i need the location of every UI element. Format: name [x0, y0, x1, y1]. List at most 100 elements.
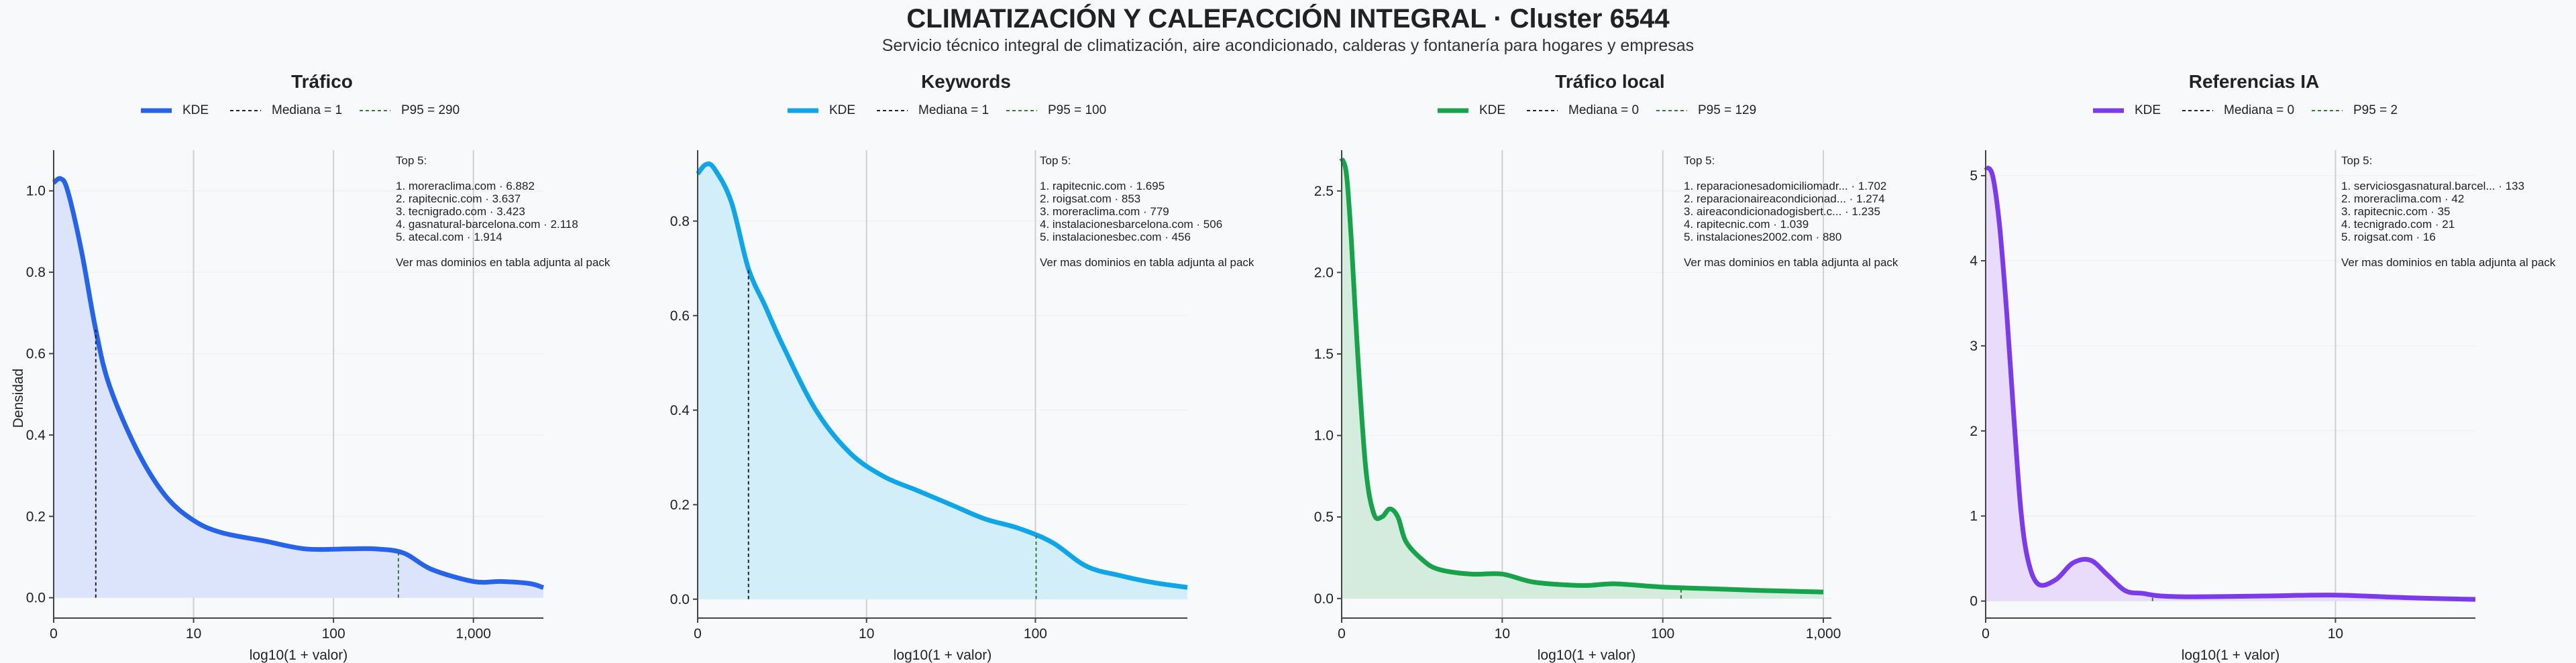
figure-subtitle: Servicio técnico integral de climatizaci… — [881, 36, 1695, 55]
x-tick-label: 10 — [1495, 626, 1510, 642]
annotation-line: Ver mas dominios en tabla adjunta al pac… — [1040, 256, 1254, 269]
x-tick-label: 1,000 — [455, 626, 491, 642]
y-tick-label: 1.5 — [1314, 347, 1334, 362]
chart-title: Referencias IA — [2188, 71, 2320, 92]
kde-line — [52, 176, 545, 590]
y-tick-label: 0.2 — [670, 497, 690, 513]
annotation-line: 4. instalacionesbarcelona.com · 506 — [1040, 218, 1222, 231]
y-tick-label: 0.4 — [26, 428, 46, 443]
annotation-line: 4. rapitecnic.com · 1.039 — [1684, 218, 1809, 231]
annotation-line: 3. moreraclima.com · 779 — [1040, 205, 1169, 218]
annotation-line: Ver mas dominios en tabla adjunta al pac… — [1684, 256, 1898, 269]
y-tick-label: 0.8 — [26, 265, 46, 280]
legend-item-kde: KDE — [2093, 103, 2161, 117]
annotation-line: 4. tecnigrado.com · 21 — [2341, 218, 2455, 231]
y-tick-label: 0.0 — [1314, 591, 1334, 607]
x-tick-label: 10 — [186, 626, 201, 642]
legend-item-kde: KDE — [1438, 103, 1506, 117]
x-tick-label: 0 — [1338, 626, 1346, 642]
density-chart: 0.0 0.5 1.0 1.5 2.0 2.5 0 10 100 1,000 log10(1 + v… — [1314, 150, 1898, 663]
annotation-line: 5. atecal.com · 1.914 — [396, 231, 502, 243]
kde-line — [1339, 157, 1824, 595]
density-chart: 0.0 0.2 0.4 0.6 0.8 0 10 100 log10(1 + valor) Top… — [670, 150, 1254, 663]
annotation-line: 5. instalacionesbec.com · 456 — [1040, 231, 1191, 243]
y-tick-label: 5 — [1970, 168, 1978, 184]
annotation-heading: Top 5: — [2341, 154, 2372, 167]
x-tick-label: 10 — [859, 626, 874, 642]
legend-item-kde: KDE — [788, 103, 856, 117]
annotation-line: 3. aireacondicionadogisbert.c... · 1.235 — [1684, 205, 1880, 218]
kde-line — [696, 161, 1188, 590]
annotation-line: 5. roigsat.com · 16 — [2341, 231, 2436, 243]
y-tick-label: 4 — [1970, 253, 1978, 269]
annotation-heading: Top 5: — [1684, 154, 1715, 167]
chart-legend: KDE Mediana = 1 P95 = 290 — [0, 101, 644, 121]
annotation-line: 3. rapitecnic.com · 35 — [2341, 205, 2451, 218]
annotation-line: Ver mas dominios en tabla adjunta al pac… — [396, 256, 610, 269]
figure-title: CLIMATIZACIÓN Y CALEFACCIÓN INTEGRAL · C… — [906, 4, 1670, 34]
annotation-line: 5. instalaciones2002.com · 880 — [1684, 231, 1841, 243]
x-axis-label: log10(1 + valor) — [1538, 648, 1636, 663]
y-tick-label: 0.5 — [1314, 509, 1334, 525]
annotation-line: 4. gasnatural-barcelona.com · 2.118 — [396, 218, 578, 231]
y-tick-label: 2.0 — [1314, 265, 1334, 280]
annotation-line: 3. tecnigrado.com · 3.423 — [396, 205, 525, 218]
y-tick-label: 0.6 — [670, 308, 690, 324]
annotation-line: 1. serviciosgasnatural.barcel... · 133 — [2341, 180, 2524, 192]
chart-title: Keywords — [921, 71, 1011, 92]
y-tick-label: 2 — [1970, 424, 1978, 439]
x-axis-label: log10(1 + valor) — [2182, 648, 2280, 663]
y-tick-label: 1 — [1970, 509, 1978, 524]
chart-legend: KDE Mediana = 0 P95 = 129 — [1288, 101, 1932, 121]
x-tick-label: 100 — [1024, 626, 1047, 642]
annotation-line: 1. moreraclima.com · 6.882 — [396, 180, 535, 192]
chart-title: Tráfico — [291, 71, 353, 92]
y-tick-label: 0.4 — [670, 403, 690, 418]
x-tick-label: 1,000 — [1806, 626, 1841, 642]
chart-title: Tráfico local — [1555, 71, 1665, 92]
chart-panel-trafico-local: Tráfico local KDE Mediana = 0 P95 = 129 … — [1288, 67, 1932, 663]
legend-item-p95: P95 = 100 — [1006, 103, 1107, 117]
annotation-heading: Top 5: — [1040, 154, 1071, 167]
y-tick-label: 0 — [1970, 594, 1978, 609]
annotation-line: Ver mas dominios en tabla adjunta al pac… — [2341, 256, 2556, 269]
x-tick-label: 100 — [322, 626, 345, 642]
kde-line — [1984, 165, 2476, 602]
chart-legend: KDE Mediana = 0 P95 = 2 — [1932, 101, 2576, 121]
legend-item-median: Mediana = 1 — [230, 103, 343, 117]
annotation-line: 2. moreraclima.com · 42 — [2341, 192, 2464, 205]
legend-item-median: Mediana = 0 — [1527, 103, 1640, 117]
density-chart: 0 1 2 3 4 5 0 10 log10(1 + valor) Top 5: 1. servic… — [1970, 150, 2556, 663]
kde-area — [698, 164, 1187, 599]
x-tick-label: 0 — [50, 626, 58, 642]
kde-area — [1342, 158, 1823, 599]
y-tick-label: 0.0 — [670, 592, 690, 607]
y-axis-label: Densidad — [11, 368, 26, 428]
annotation-heading: Top 5: — [396, 154, 427, 167]
x-axis-label: log10(1 + valor) — [894, 648, 992, 663]
x-tick-label: 100 — [1651, 626, 1674, 642]
y-tick-label: 1.0 — [1314, 428, 1334, 444]
annotation-line: 1. reparacionesadomiciliomadr... · 1.702 — [1684, 180, 1886, 192]
legend-item-p95: P95 = 2 — [2312, 103, 2398, 117]
y-tick-label: 1.0 — [26, 184, 46, 199]
chart-panel-referencias-ia: Referencias IA KDE Mediana = 0 P95 = 2 0… — [1932, 67, 2576, 663]
legend-item-kde: KDE — [141, 103, 209, 117]
chart-legend: KDE Mediana = 1 P95 = 100 — [644, 101, 1288, 121]
y-tick-label: 0.8 — [670, 214, 690, 229]
annotation-line: 2. roigsat.com · 853 — [1040, 192, 1140, 205]
x-axis-label: log10(1 + valor) — [250, 648, 348, 663]
x-tick-label: 0 — [694, 626, 702, 642]
y-tick-label: 0.6 — [26, 346, 46, 361]
chart-panel-keywords: Keywords KDE Mediana = 1 P95 = 100 0.0 0.… — [644, 67, 1288, 663]
legend-item-p95: P95 = 129 — [1656, 103, 1757, 117]
x-tick-label: 0 — [1982, 626, 1990, 642]
y-tick-label: 0.2 — [26, 509, 46, 524]
legend-item-median: Mediana = 1 — [877, 103, 989, 117]
x-tick-label: 10 — [2328, 626, 2343, 642]
y-tick-label: 3 — [1970, 339, 1978, 354]
chart-panel-trafico: Tráfico KDE Mediana = 1 P95 = 290 0.0 0.2… — [0, 67, 644, 663]
annotation-line: 2. rapitecnic.com · 3.637 — [396, 192, 521, 205]
legend-item-p95: P95 = 290 — [360, 103, 460, 117]
annotation-line: 2. reparacionaireacondicionad... · 1.274 — [1684, 192, 1885, 205]
